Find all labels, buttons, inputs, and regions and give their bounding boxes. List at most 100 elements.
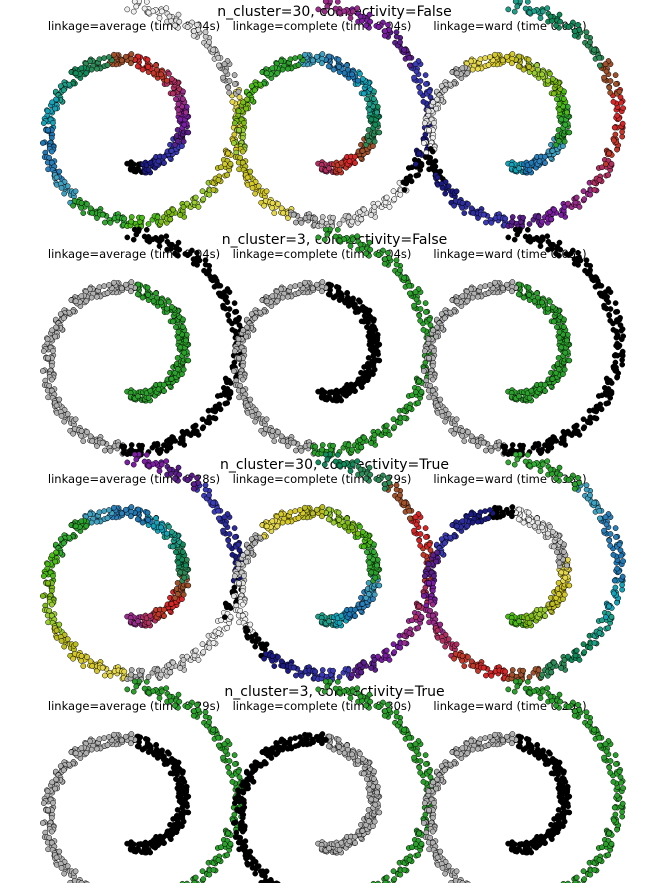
data-point (180, 324, 186, 330)
data-point (227, 613, 234, 620)
data-point (177, 440, 183, 446)
data-point (221, 389, 228, 395)
data-point (566, 129, 573, 136)
data-point (334, 226, 341, 233)
data-point (344, 515, 350, 522)
data-point (564, 337, 570, 344)
data-point (50, 348, 56, 354)
data-point (601, 302, 607, 309)
data-point (512, 0, 519, 5)
data-point (269, 428, 276, 434)
data-point (477, 284, 484, 291)
data-point (145, 64, 151, 70)
data-point (561, 138, 568, 145)
data-point (336, 64, 342, 70)
data-point (199, 188, 206, 195)
data-point (365, 366, 372, 372)
data-point (406, 54, 413, 61)
data-point (524, 0, 531, 5)
data-point (445, 411, 452, 417)
data-point (243, 333, 250, 340)
data-point (415, 172, 422, 178)
data-point (480, 439, 487, 446)
data-point (509, 446, 515, 453)
data-point (229, 551, 236, 558)
data-point (175, 11, 182, 18)
data-point (534, 62, 540, 69)
data-point (430, 99, 436, 106)
data-point (422, 72, 429, 78)
data-point (605, 400, 612, 406)
data-point (172, 22, 178, 29)
data-point (528, 387, 535, 394)
data-point (183, 562, 189, 569)
data-point (210, 46, 217, 53)
data-point (236, 94, 243, 101)
data-point (572, 28, 578, 35)
data-point (464, 298, 471, 305)
data-point (45, 580, 51, 586)
data-point (145, 237, 152, 244)
data-point (553, 22, 559, 29)
data-point (564, 109, 570, 116)
data-point (154, 667, 161, 674)
data-point (274, 298, 281, 305)
data-point (357, 298, 363, 305)
data-point (104, 515, 111, 521)
data-point (365, 591, 372, 597)
data-point (251, 87, 258, 94)
data-point (459, 204, 465, 211)
data-point (224, 172, 231, 178)
data-point (194, 249, 200, 256)
data-point (52, 105, 59, 112)
data-point (168, 375, 175, 382)
data-point (70, 202, 76, 209)
data-point (413, 68, 420, 75)
data-point (167, 669, 174, 676)
data-point (349, 71, 355, 78)
data-point (338, 612, 345, 619)
data-point (336, 292, 342, 298)
data-point (596, 54, 603, 61)
data-point (468, 433, 475, 440)
data-point (237, 607, 244, 614)
data-point (263, 298, 270, 305)
data-point (78, 432, 84, 439)
data-point (290, 664, 297, 671)
data-point (200, 649, 207, 655)
data-point (139, 667, 145, 674)
data-point (210, 415, 217, 421)
data-point (174, 127, 181, 133)
data-point (226, 542, 233, 549)
data-point (163, 5, 170, 12)
data-point (49, 552, 55, 559)
data-point (336, 221, 343, 227)
data-point (607, 78, 614, 84)
data-point (230, 368, 237, 374)
data-point (222, 521, 229, 528)
data-point (124, 459, 131, 466)
data-point (128, 218, 134, 225)
data-point (366, 101, 373, 107)
data-point (477, 56, 484, 63)
data-point (610, 137, 617, 144)
data-point (319, 51, 326, 57)
data-point (485, 62, 492, 68)
data-point (512, 226, 519, 233)
data-point (215, 62, 222, 69)
data-point (278, 205, 285, 212)
data-point (514, 3, 521, 10)
data-point (60, 540, 67, 547)
data-point (164, 77, 170, 84)
data-point (255, 636, 262, 642)
data-point (505, 234, 512, 241)
data-point (60, 315, 67, 322)
data-point (287, 284, 294, 291)
data-point (297, 54, 303, 60)
data-point (176, 18, 183, 25)
data-point (255, 183, 262, 189)
data-point (417, 89, 424, 96)
data-point (175, 106, 182, 113)
data-point (406, 282, 413, 289)
data-point (161, 160, 167, 166)
